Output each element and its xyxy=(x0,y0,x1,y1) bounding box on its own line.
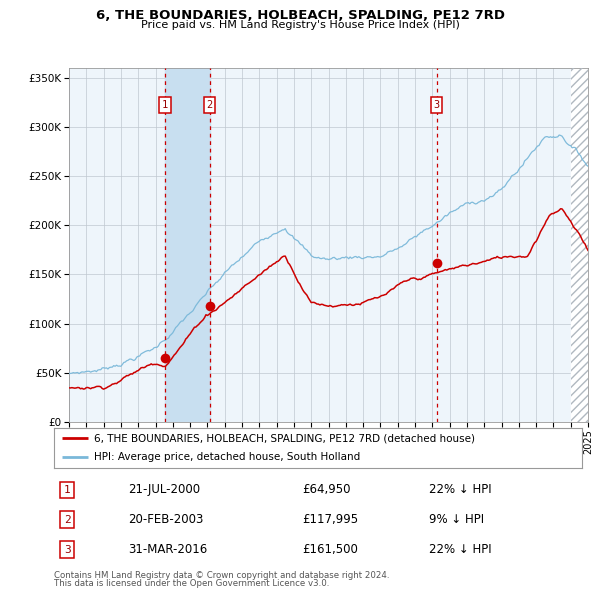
Bar xyxy=(571,68,588,422)
Text: 22% ↓ HPI: 22% ↓ HPI xyxy=(429,483,491,496)
Text: 20-FEB-2003: 20-FEB-2003 xyxy=(128,513,203,526)
Text: £64,950: £64,950 xyxy=(302,483,350,496)
Text: 3: 3 xyxy=(64,545,71,555)
Text: HPI: Average price, detached house, South Holland: HPI: Average price, detached house, Sout… xyxy=(94,453,360,463)
Text: £117,995: £117,995 xyxy=(302,513,358,526)
Text: 6, THE BOUNDARIES, HOLBEACH, SPALDING, PE12 7RD: 6, THE BOUNDARIES, HOLBEACH, SPALDING, P… xyxy=(95,9,505,22)
Text: 6, THE BOUNDARIES, HOLBEACH, SPALDING, PE12 7RD (detached house): 6, THE BOUNDARIES, HOLBEACH, SPALDING, P… xyxy=(94,433,475,443)
Text: 21-JUL-2000: 21-JUL-2000 xyxy=(128,483,200,496)
Text: 3: 3 xyxy=(433,100,440,110)
Text: 1: 1 xyxy=(162,100,168,110)
Text: 2: 2 xyxy=(206,100,213,110)
Bar xyxy=(165,68,209,422)
Text: 9% ↓ HPI: 9% ↓ HPI xyxy=(429,513,484,526)
Text: £161,500: £161,500 xyxy=(302,543,358,556)
Text: 1: 1 xyxy=(64,485,71,495)
Text: 2: 2 xyxy=(64,515,71,525)
Text: 22% ↓ HPI: 22% ↓ HPI xyxy=(429,543,491,556)
Text: Contains HM Land Registry data © Crown copyright and database right 2024.: Contains HM Land Registry data © Crown c… xyxy=(54,571,389,579)
Text: This data is licensed under the Open Government Licence v3.0.: This data is licensed under the Open Gov… xyxy=(54,579,329,588)
Bar xyxy=(571,68,588,422)
Text: 31-MAR-2016: 31-MAR-2016 xyxy=(128,543,207,556)
Text: Price paid vs. HM Land Registry's House Price Index (HPI): Price paid vs. HM Land Registry's House … xyxy=(140,20,460,30)
